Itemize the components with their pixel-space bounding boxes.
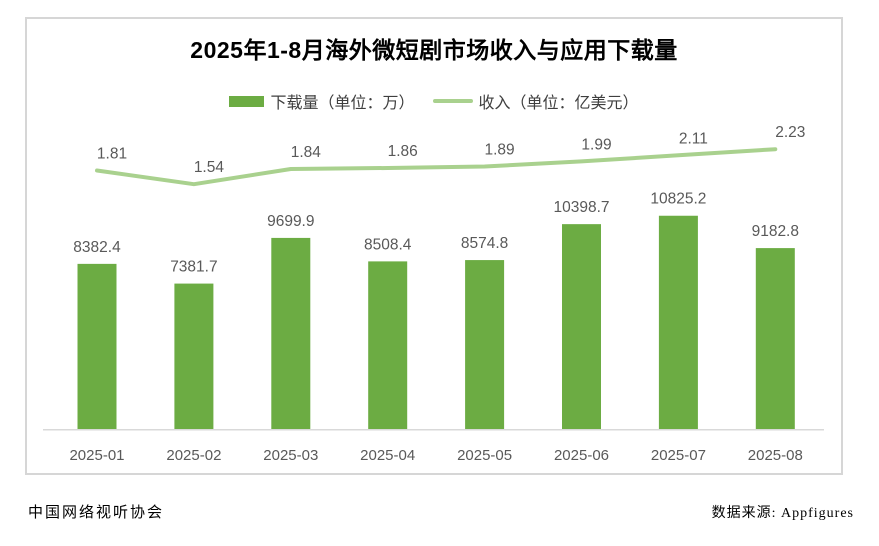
download-bar [755,248,795,429]
footer-data-source: 数据来源: Appfigures [711,506,854,521]
bar-value-label: 9182.8 [752,223,799,240]
revenue-legend-label: 收入（单位：亿美元） [478,95,639,112]
line-value-label: 1.84 [291,144,322,161]
revenue-line [95,147,778,187]
bar-value-label: 8508.4 [364,236,412,253]
chart-title: 2025年1-8月海外微短剧市场收入与应用下载量 [190,37,678,63]
revenue-line-swatch-icon [432,99,473,103]
legend-item-downloads: 下载量（单位：万） [229,89,415,113]
combo-chart-plot: 8382.4 2025-01 7381.7 2025-02 9699.9 2025-03 8… [43,124,824,464]
download-bar [465,260,505,429]
x-axis-label: 2025-05 [457,447,512,464]
download-bar [271,237,311,429]
download-bar [368,261,408,429]
line-value-label: 1.99 [581,136,611,153]
line-value-label: 2.11 [679,130,708,147]
bar-value-label: 9699.9 [267,213,314,230]
line-value-label: 1.81 [97,146,127,163]
bar-value-label: 8574.8 [461,235,508,252]
chart-card: 2025年1-8月海外微短剧市场收入与应用下载量 下载量（单位：万） 收入（单位… [25,17,843,475]
x-axis-label: 2025-04 [360,447,415,464]
line-value-label: 2.23 [775,124,805,141]
x-axis-label: 2025-02 [166,447,221,464]
bar-value-label: 8382.4 [73,239,121,256]
line-value-label: 1.89 [485,141,515,158]
download-bar [562,224,601,429]
x-axis-label: 2025-07 [651,447,706,464]
bar-value-label: 10825.2 [650,191,706,208]
x-axis-label: 2025-08 [748,447,803,464]
download-bar [174,283,214,429]
footer-organization: 中国网络视听协会 [28,505,165,521]
legend-item-revenue: 收入（单位：亿美元） [432,89,639,113]
downloads-legend-label: 下载量（单位：万） [270,95,415,112]
downloads-swatch-icon [229,95,265,107]
bar-value-label: 10398.7 [553,199,609,216]
bar-value-label: 7381.7 [170,259,217,276]
line-value-label: 1.54 [194,159,225,176]
chart-legend: 下载量（单位：万） 收入（单位：亿美元） [27,89,841,113]
x-axis-label: 2025-06 [554,447,609,464]
x-axis-label: 2025-03 [263,447,318,464]
download-bar [77,263,117,429]
download-bar [658,215,698,429]
x-axis-label: 2025-01 [69,447,124,464]
line-value-label: 1.86 [388,143,418,160]
